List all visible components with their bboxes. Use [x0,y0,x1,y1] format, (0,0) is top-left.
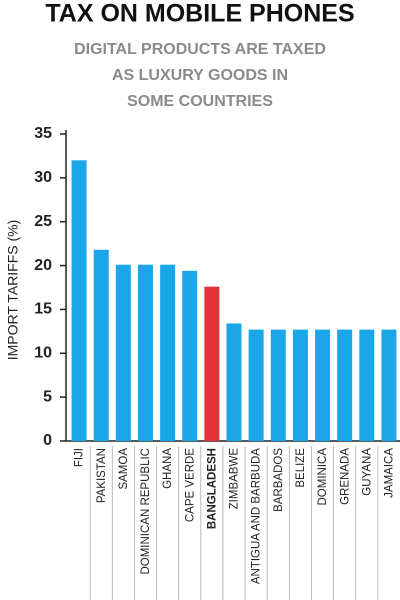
bar [160,264,176,441]
y-tick-label: 25 [34,213,52,230]
x-tick-label: BARBADOS [273,448,285,512]
x-tick-label: JAMAICA [384,448,396,498]
bar [182,270,198,441]
bar [204,286,220,441]
chart-title: TAX ON MOBILE PHONES [45,0,354,28]
y-axis-label: IMPORT TARIFFS (%) [5,220,21,361]
bar [270,329,286,441]
chart-subtitle: DIGITAL PRODUCTS ARE TAXED [74,41,326,58]
x-tick-label: BANGLADESH [206,448,218,529]
bar [381,329,397,441]
x-tick-label: DOMINICAN REPUBLIC [140,448,152,575]
x-tick-label: FIJI [74,448,86,467]
y-tick-label: 30 [34,169,52,186]
x-tick-label: ZIMBABWE [229,448,241,510]
bar [137,264,153,441]
x-tick-label: PAKISTAN [96,448,108,503]
y-tick-label: 10 [34,345,52,362]
bar [359,329,375,441]
bar [248,329,264,441]
y-tick-label: 15 [34,301,52,318]
y-tick-label: 5 [43,388,52,405]
bar [337,329,353,441]
x-tick-label: DOMINICA [317,448,329,506]
y-tick-label: 35 [34,125,52,142]
bar [93,249,109,441]
bar [71,160,87,442]
x-tick-label: CAPE VERDE [184,448,196,522]
bar [115,264,131,441]
bar [315,329,331,441]
chart-subtitle: SOME COUNTRIES [127,93,273,110]
x-tick-label: GHANA [162,448,174,489]
y-tick-label: 20 [34,257,52,274]
y-tick-label: 0 [43,432,52,449]
x-tick-label: SAMOA [118,448,130,490]
bar [226,323,242,441]
x-tick-label: GUYANA [361,448,373,496]
x-tick-label: ANTIGUA AND BARBUDA [251,448,263,584]
x-tick-label: GRENADA [339,448,351,505]
chart-subtitle: AS LUXURY GOODS IN [112,67,288,84]
bar [292,329,308,441]
x-tick-label: BELIZE [295,448,307,488]
